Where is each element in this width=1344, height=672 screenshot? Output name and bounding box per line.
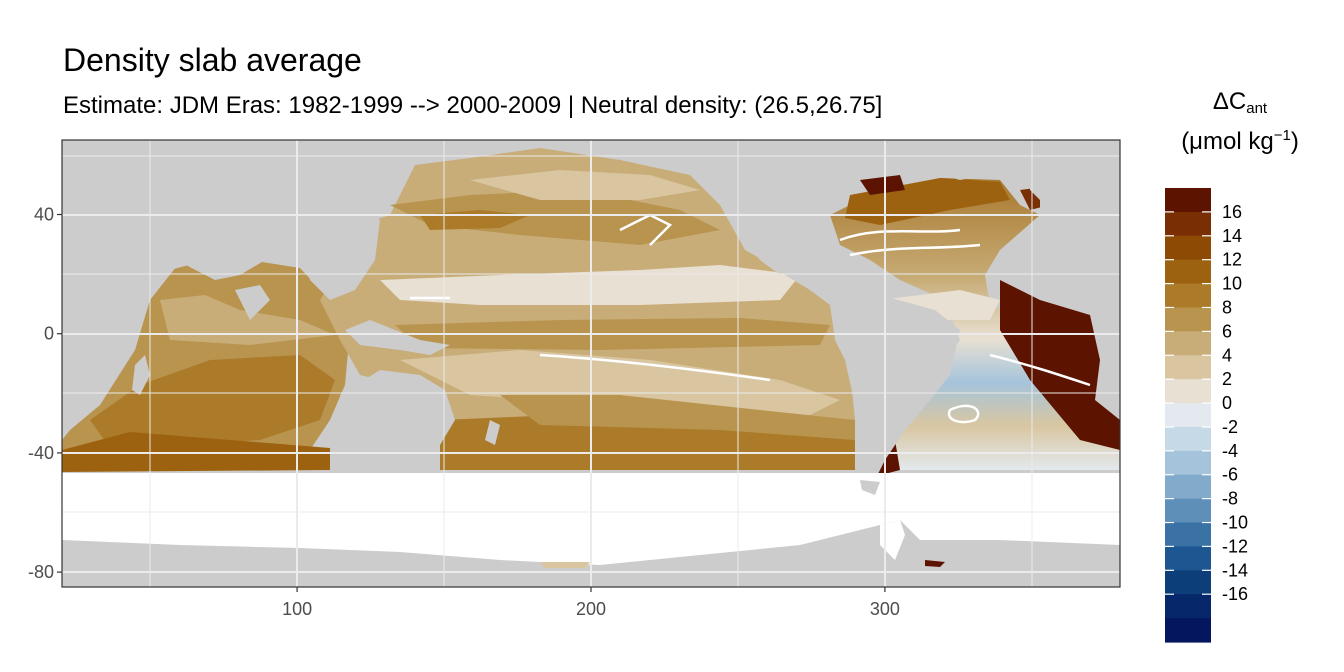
legend-color-swatch bbox=[1165, 188, 1211, 213]
southeast-asia bbox=[300, 205, 380, 300]
legend-color-swatch bbox=[1165, 403, 1211, 428]
madagascar bbox=[132, 355, 150, 395]
legend-break-label: -14 bbox=[1222, 560, 1248, 580]
legend-color-swatch bbox=[1165, 307, 1211, 332]
legend-color-swatch bbox=[1165, 426, 1211, 452]
x-tick-label: 200 bbox=[576, 599, 606, 619]
legend-break-label: -16 bbox=[1222, 584, 1248, 604]
legend-break-label: -6 bbox=[1222, 465, 1238, 485]
x-tick-label: 300 bbox=[870, 599, 900, 619]
legend-break-label: 12 bbox=[1222, 250, 1242, 270]
legend-break-label: 14 bbox=[1222, 226, 1242, 246]
legend-color-swatch bbox=[1165, 379, 1211, 404]
y-tick-label: 0 bbox=[44, 324, 54, 344]
y-tick-label: -80 bbox=[28, 562, 54, 582]
legend-break-label: -4 bbox=[1222, 441, 1238, 461]
y-tick-label: 40 bbox=[34, 205, 54, 225]
legend-color-swatch bbox=[1165, 522, 1211, 548]
chart-title: Density slab average bbox=[63, 42, 362, 78]
north-america bbox=[700, 140, 870, 275]
legend-break-label: -12 bbox=[1222, 536, 1248, 556]
chart-subtitle: Estimate: JDM Eras: 1982-1999 --> 2000-2… bbox=[63, 92, 883, 119]
legend-color-swatch bbox=[1165, 498, 1211, 524]
legend-color-swatch bbox=[1165, 618, 1211, 643]
central-america bbox=[770, 255, 830, 300]
australia bbox=[340, 370, 455, 450]
legend-title-unit: (μmol kg−1) bbox=[1181, 126, 1299, 155]
x-axis: 100 200 300 bbox=[282, 587, 900, 619]
antarctica bbox=[62, 520, 1120, 587]
west-africa-bulge bbox=[1040, 250, 1120, 330]
legend-break-label: -2 bbox=[1222, 417, 1238, 437]
legend-color-swatch bbox=[1165, 235, 1211, 261]
greenland bbox=[910, 140, 1030, 180]
legend-color-swatch bbox=[1165, 546, 1211, 571]
india-peninsula bbox=[235, 285, 270, 320]
legend-break-label: 10 bbox=[1222, 274, 1242, 294]
legend-break-label: 8 bbox=[1222, 297, 1232, 317]
legend-color-swatch bbox=[1165, 331, 1211, 356]
legend-break-label: 6 bbox=[1222, 321, 1232, 341]
legend-title-symbol: ΔCant bbox=[1212, 88, 1268, 117]
y-tick-label: -40 bbox=[28, 443, 54, 463]
legend-break-label: 4 bbox=[1222, 345, 1232, 365]
new-zealand bbox=[485, 420, 500, 445]
legend-title: ΔCant (μmol kg−1) bbox=[1150, 82, 1330, 161]
legend-color-swatch bbox=[1165, 211, 1211, 237]
legend-break-label: -8 bbox=[1222, 489, 1238, 509]
legend-break-label: 0 bbox=[1222, 393, 1232, 413]
legend-color-swatch bbox=[1165, 450, 1211, 476]
legend-color-swatch bbox=[1165, 259, 1211, 285]
europe bbox=[1030, 140, 1120, 250]
legend-color-swatch bbox=[1165, 570, 1211, 595]
legend-colorbar: 16 14 12 10 8 6 4 2 0 -2 -4 -6 -8 -10 -12 -14 -16 bbox=[1165, 188, 1248, 643]
legend-break-label: 16 bbox=[1222, 202, 1242, 222]
contour-hints bbox=[410, 213, 1091, 424]
south-america bbox=[830, 285, 960, 490]
indonesia bbox=[345, 320, 450, 355]
legend-color-swatch bbox=[1165, 283, 1211, 309]
x-tick-label: 100 bbox=[282, 599, 312, 619]
y-axis: 40 0 -40 -80 bbox=[28, 205, 62, 582]
ocean-field bbox=[62, 148, 1120, 480]
legend-color-swatch bbox=[1165, 594, 1211, 619]
legend-color-swatch bbox=[1165, 474, 1211, 500]
legend-break-label: -10 bbox=[1222, 513, 1248, 533]
legend-break-label: 2 bbox=[1222, 369, 1232, 389]
legend-color-swatch bbox=[1165, 355, 1211, 380]
grid-lines bbox=[62, 140, 1120, 587]
